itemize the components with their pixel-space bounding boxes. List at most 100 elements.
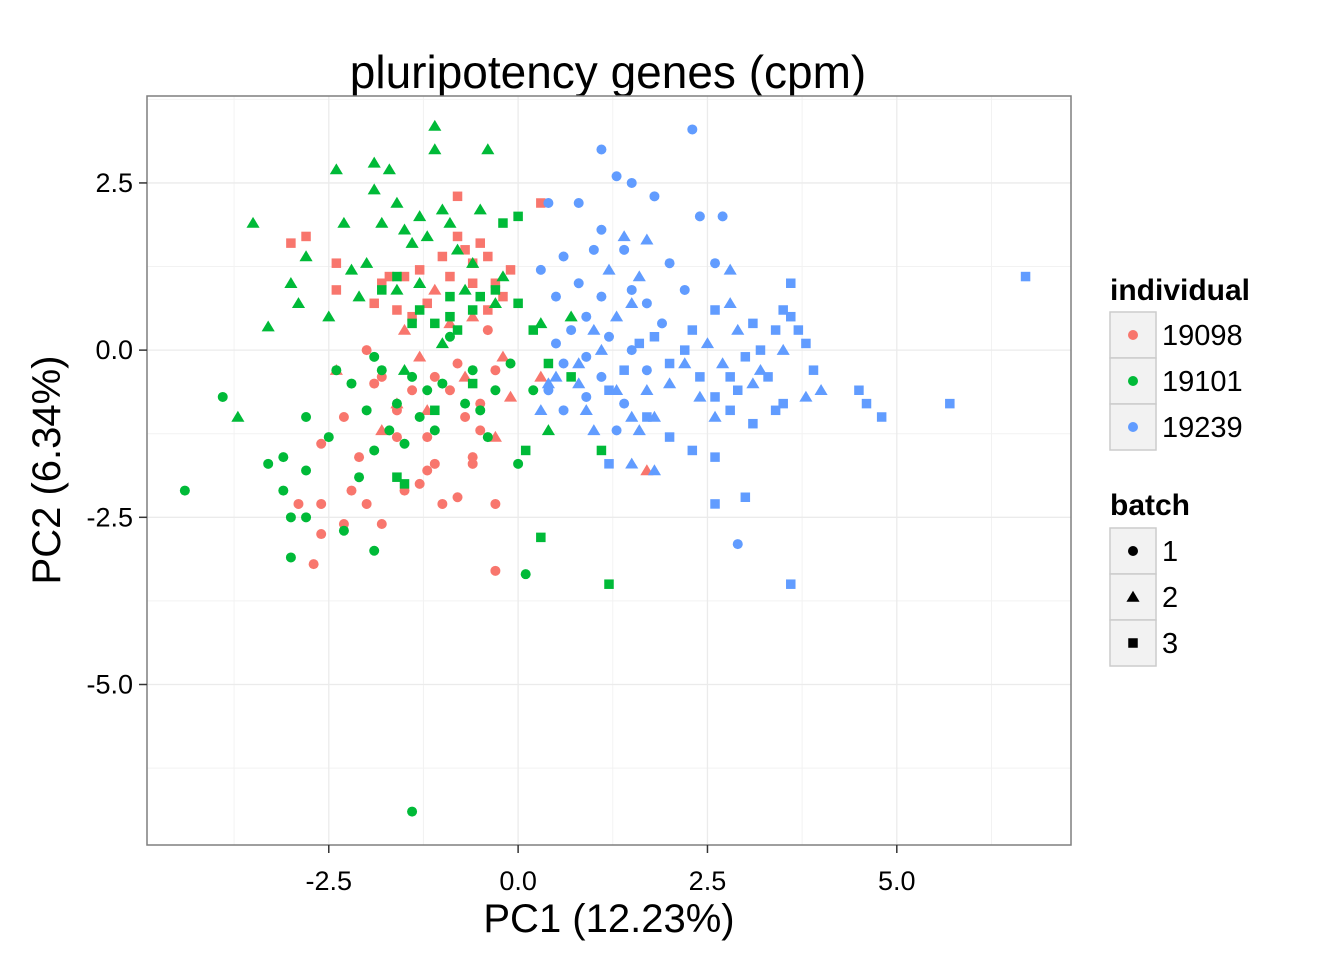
point-19239-batch1: [550, 338, 561, 349]
legend-label-batch-3: 3: [1162, 628, 1178, 660]
point-19239-batch1: [573, 278, 584, 289]
point-19101-batch2: [428, 143, 442, 155]
point-19098-batch1: [482, 325, 493, 336]
point-19239-batch1: [649, 191, 660, 202]
point-19101-batch1: [513, 458, 524, 469]
point-19098-batch3: [399, 271, 410, 282]
legend-label-19101: 19101: [1162, 366, 1243, 398]
point-19098-batch3: [286, 238, 296, 248]
point-19101-batch1: [505, 358, 516, 369]
point-19101-batch1: [369, 445, 380, 456]
point-19101-batch1: [460, 398, 471, 409]
point-19101-batch1: [437, 378, 448, 389]
point-19101-batch2: [420, 230, 434, 242]
point-19239-batch1: [717, 211, 728, 222]
point-19101-batch2: [413, 210, 427, 222]
point-19098-batch2: [413, 350, 427, 362]
point-19098-batch1: [369, 378, 380, 389]
point-19101-batch1: [520, 569, 531, 580]
point-19101-batch3: [467, 378, 478, 389]
point-19101-batch1: [391, 398, 402, 409]
point-19098-batch1: [361, 498, 372, 509]
point-19239-batch2: [814, 384, 828, 395]
point-19239-batch2: [602, 263, 616, 275]
point-19239-batch1: [588, 244, 599, 255]
point-19239-batch1: [550, 291, 561, 302]
point-19098-batch1: [475, 425, 486, 436]
point-19239-batch2: [708, 410, 722, 422]
point-19239-batch3: [604, 385, 614, 395]
point-19239-batch2: [541, 377, 555, 389]
point-19239-batch3: [687, 325, 698, 335]
point-19239-batch2: [746, 377, 760, 389]
legend-label-19098: 19098: [1162, 320, 1243, 352]
point-19101-batch1: [429, 425, 440, 436]
point-19239-batch1: [626, 284, 637, 295]
point-19098-batch3: [505, 265, 516, 275]
point-19101-batch1: [422, 385, 433, 396]
point-19239-batch3: [876, 412, 887, 422]
point-19098-batch1: [361, 345, 372, 356]
point-19239-batch3: [786, 311, 796, 322]
point-19098-batch1: [316, 529, 327, 540]
point-19239-batch2: [610, 310, 624, 322]
legend-label-batch-2: 2: [1162, 582, 1178, 614]
point-19239-batch1: [626, 345, 637, 356]
point-19098-batch1: [316, 438, 327, 449]
point-19098-batch1: [308, 559, 319, 570]
point-19098-batch1: [429, 458, 440, 469]
shape-legend: batch 1 2 3: [1109, 489, 1190, 667]
point-19101-batch3: [520, 445, 531, 456]
point-19101-batch3: [392, 271, 402, 282]
point-19239-batch2: [579, 404, 593, 415]
legend-key-batch-1: [1128, 546, 1138, 556]
point-19098-batch1: [490, 365, 501, 376]
point-19239-batch3: [725, 372, 735, 382]
point-19239-batch2: [799, 390, 813, 402]
point-19101-batch3: [430, 405, 440, 416]
color-legend-title: individual: [1110, 274, 1250, 307]
legend-key-batch-3: [1128, 638, 1138, 648]
point-19239-batch3: [770, 405, 781, 416]
point-19239-batch2: [723, 263, 737, 275]
point-19101-batch1: [301, 465, 312, 476]
y-tick-label: -2.5: [86, 502, 133, 532]
point-19239-batch1: [694, 211, 705, 222]
point-19239-batch3: [649, 332, 660, 342]
point-19101-batch1: [376, 365, 387, 376]
point-19239-batch3: [861, 398, 872, 409]
point-19101-batch1: [399, 438, 410, 449]
point-19098-batch3: [452, 191, 463, 202]
point-19239-batch2: [700, 337, 715, 349]
point-19098-batch2: [503, 390, 518, 402]
point-19101-batch3: [490, 285, 501, 295]
point-19101-batch3: [377, 285, 387, 295]
chart-title: pluripotency genes (cpm): [350, 46, 866, 98]
point-19098-batch1: [452, 358, 463, 369]
point-19101-batch2: [481, 143, 495, 155]
point-19098-batch3: [377, 278, 387, 288]
point-19101-batch1: [475, 405, 486, 416]
point-19098-batch1: [407, 385, 418, 396]
point-19101-batch3: [407, 318, 417, 329]
point-19239-batch3: [778, 398, 788, 409]
point-19098-batch1: [429, 371, 440, 382]
point-19101-batch1: [285, 512, 296, 523]
point-19101-batch3: [566, 372, 576, 382]
legend-label-19239: 19239: [1162, 412, 1243, 444]
point-19101-batch1: [354, 472, 365, 483]
point-19101-batch2: [360, 256, 374, 268]
point-19239-batch1: [604, 331, 614, 342]
point-19098-batch1: [414, 478, 425, 489]
point-19101-batch1: [361, 405, 372, 416]
point-19101-batch1: [407, 806, 418, 817]
point-19101-batch3: [430, 318, 440, 329]
point-19101-batch2: [397, 363, 412, 375]
legend-key-batch-2: [1126, 590, 1140, 602]
point-19239-batch2: [549, 370, 563, 382]
point-19101-batch3: [392, 472, 402, 482]
point-19101-batch1: [482, 432, 493, 443]
x-axis: -2.5 0.0 2.5 5.0: [306, 845, 916, 896]
point-19239-batch1: [641, 298, 652, 309]
